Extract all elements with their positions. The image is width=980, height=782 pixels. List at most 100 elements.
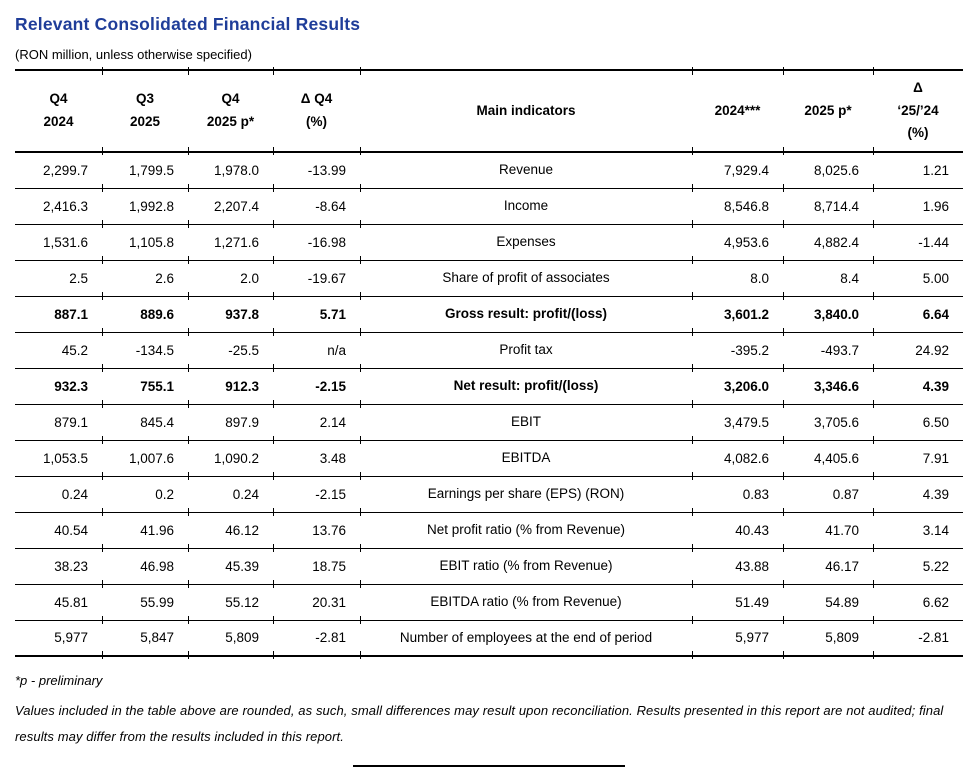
column-header-fy-2025-preliminary: 2025 p* [783,66,874,154]
value-cell: 1,105.8 [102,224,189,263]
value-cell: 937.8 [188,296,274,335]
value-cell: 40.54 [15,512,103,551]
value-cell: 45.39 [188,548,274,587]
table-row: 2,416.3 1,992.8 2,207.4 -8.64 Income 8,546.8 8… [15,188,963,227]
value-cell: 8,025.6 [783,152,874,191]
value-cell: 1,053.5 [15,440,103,479]
value-cell: 3,346.6 [783,368,874,407]
value-cell: -395.2 [692,332,784,371]
value-cell: 18.75 [273,548,361,587]
value-cell: 5.22 [873,548,963,585]
value-cell: 6.62 [873,584,963,621]
value-cell: 13.76 [273,512,361,551]
value-cell: 40.43 [692,512,784,551]
value-cell: 3,705.6 [783,404,874,443]
value-cell: 5,977 [15,620,103,659]
value-cell: 1,978.0 [188,152,274,191]
indicator-cell: Profit tax [360,332,693,371]
value-cell: 2.6 [102,260,189,299]
value-cell: 887.1 [15,296,103,335]
footnotes: *p - preliminary Values included in the … [15,673,963,767]
value-cell: 4,405.6 [783,440,874,479]
table-row: 879.1 845.4 897.9 2.14 EBIT 3,479.5 3,705.6 6.5… [15,404,963,443]
value-cell: 4.39 [873,368,963,405]
table-row: 45.81 55.99 55.12 20.31 EBITDA ratio (% from… [15,584,963,623]
value-cell: 41.70 [783,512,874,551]
value-cell: 2,299.7 [15,152,103,191]
indicator-cell: Share of profit of associates [360,260,693,299]
value-cell: 46.17 [783,548,874,587]
value-cell: 1,799.5 [102,152,189,191]
value-cell: 41.96 [102,512,189,551]
value-cell: 5,847 [102,620,189,659]
column-header-q3-2025: Q3 2025 [102,66,189,154]
table-row: 38.23 46.98 45.39 18.75 EBIT ratio (% from R… [15,548,963,587]
indicator-cell: Earnings per share (EPS) (RON) [360,476,693,515]
value-cell: 20.31 [273,584,361,623]
indicator-cell: EBITDA [360,440,693,479]
value-cell: 5.00 [873,260,963,297]
value-cell: 3,206.0 [692,368,784,407]
value-cell: -2.81 [918,630,949,646]
indicator-cell: EBITDA ratio (% from Revenue) [360,584,693,623]
value-cell: 0.24 [15,476,103,515]
value-cell: 5,977 [692,620,784,659]
page-title: Relevant Consolidated Financial Results [15,14,361,34]
value-cell: 0.83 [692,476,784,515]
value-cell: n/a [273,332,361,371]
value-cell: 3.48 [273,440,361,479]
value-cell: 1,271.6 [188,224,274,263]
value-cell: 889.6 [102,296,189,335]
value-cell: -493.7 [783,332,874,371]
value-cell: 54.89 [783,584,874,623]
value-cell: 8.0 [692,260,784,299]
value-cell: -1.44 [873,224,963,261]
value-cell: 5.71 [273,296,361,335]
value-cell: 932.3 [15,368,103,407]
value-cell: 1,090.2 [188,440,274,479]
value-cell: 2.14 [273,404,361,443]
table-row: 1,531.6 1,105.8 1,271.6 -16.98 Expenses 4,953… [15,224,963,263]
table-row: 2.5 2.6 2.0 -19.67 Share of profit of associ… [15,260,963,299]
value-cell: -19.67 [273,260,361,299]
value-cell: 3.14 [873,512,963,549]
value-cell: 0.24 [188,476,274,515]
value-cell: 4,082.6 [692,440,784,479]
value-cell: 4.39 [873,476,963,513]
value-cell: 46.98 [102,548,189,587]
table-row: 40.54 41.96 46.12 13.76 Net profit ratio (% … [15,512,963,551]
value-cell: 1.96 [873,188,963,225]
value-cell: 7.91 [873,440,963,477]
value-cell: 912.3 [188,368,274,407]
value-cell: 1,531.6 [15,224,103,263]
table-row: 1,053.5 1,007.6 1,090.2 3.48 EBITDA 4,082.6 4,… [15,440,963,479]
footnote-separator-rule [353,765,625,767]
value-cell: -25.5 [188,332,274,371]
indicator-cell: Net profit ratio (% from Revenue) [360,512,693,551]
table-row: 0.24 0.2 0.24 -2.15 Earnings per share (EPS)… [15,476,963,515]
value-cell: -134.5 [102,332,189,371]
value-cell: -2.15 [273,368,361,407]
column-header-fy-2024: 2024*** [692,66,784,154]
preliminary-footnote: *p - preliminary [15,673,103,688]
value-cell: 8,714.4 [783,188,874,227]
indicator-cell: Expenses [360,224,693,263]
value-cell: -8.64 [273,188,361,227]
value-cell: 4,882.4 [783,224,874,263]
value-cell: -2.15 [273,476,361,515]
header-row: Q4 2024 Q3 2025 Q4 2025 p* Δ Q4 (%) Main indicat… [15,66,963,154]
value-cell: 5,809 [783,620,874,659]
indicator-cell: EBIT [360,404,693,443]
table-row: 5,977 5,847 5,809 -2.81 Number of employees … [15,620,963,659]
value-cell: 55.99 [102,584,189,623]
value-cell: 7,929.4 [692,152,784,191]
value-cell: 845.4 [102,404,189,443]
indicator-cell: Revenue [360,152,693,191]
indicator-cell: Net result: profit/(loss) [360,368,693,407]
value-cell: 0.87 [783,476,874,515]
value-cell: -16.98 [273,224,361,263]
value-cell: 755.1 [102,368,189,407]
value-cell: 2,207.4 [188,188,274,227]
column-header-delta-q4-pct: Δ Q4 (%) [273,66,361,154]
value-cell: 55.12 [188,584,274,623]
